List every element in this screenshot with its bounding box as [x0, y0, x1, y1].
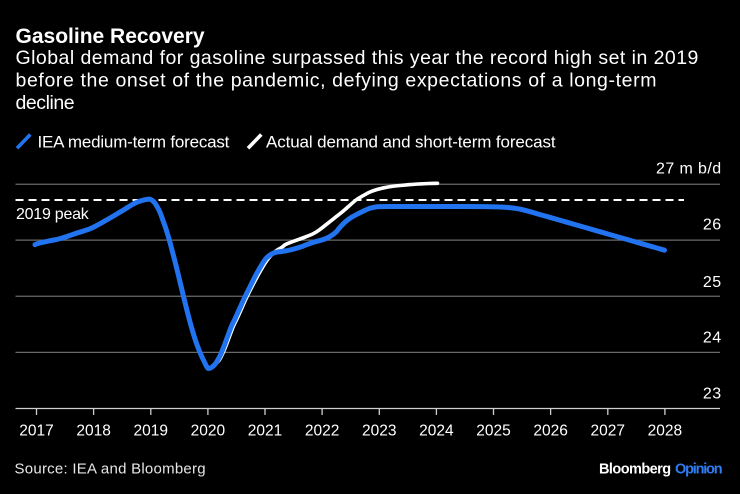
svg-text:26: 26: [703, 217, 722, 234]
svg-text:2024: 2024: [419, 422, 454, 439]
svg-text:Global demand for gasoline sur: Global demand for gasoline surpassed thi…: [16, 47, 699, 69]
svg-text:2019: 2019: [134, 422, 168, 439]
svg-text:2018: 2018: [76, 422, 110, 439]
svg-text:25: 25: [703, 274, 722, 291]
svg-text:Actual demand and short-term f: Actual demand and short-term forecast: [266, 133, 556, 152]
svg-text:Opinion: Opinion: [675, 462, 722, 478]
svg-text:2020: 2020: [191, 422, 226, 439]
svg-text:2023: 2023: [362, 422, 396, 439]
svg-text:Source: IEA and Bloomberg: Source: IEA and Bloomberg: [15, 461, 206, 478]
svg-text:2021: 2021: [248, 422, 282, 439]
svg-text:2017: 2017: [19, 422, 53, 439]
svg-text:2027: 2027: [591, 422, 625, 439]
svg-text:2025: 2025: [476, 422, 510, 439]
svg-text:27 m b/d: 27 m b/d: [656, 161, 721, 178]
svg-text:23: 23: [703, 386, 722, 403]
svg-text:24: 24: [703, 330, 722, 347]
svg-text:Gasoline Recovery: Gasoline Recovery: [16, 25, 205, 48]
svg-text:decline: decline: [16, 92, 75, 114]
svg-text:2028: 2028: [648, 422, 682, 439]
svg-text:before the onset of the pandem: before the onset of the pandemic, defyin…: [16, 70, 658, 92]
svg-text:2019 peak: 2019 peak: [16, 206, 90, 223]
svg-text:2026: 2026: [533, 422, 567, 439]
svg-text:Bloomberg: Bloomberg: [599, 462, 671, 478]
svg-text:IEA medium-term forecast: IEA medium-term forecast: [38, 133, 230, 152]
svg-text:2022: 2022: [305, 422, 339, 439]
